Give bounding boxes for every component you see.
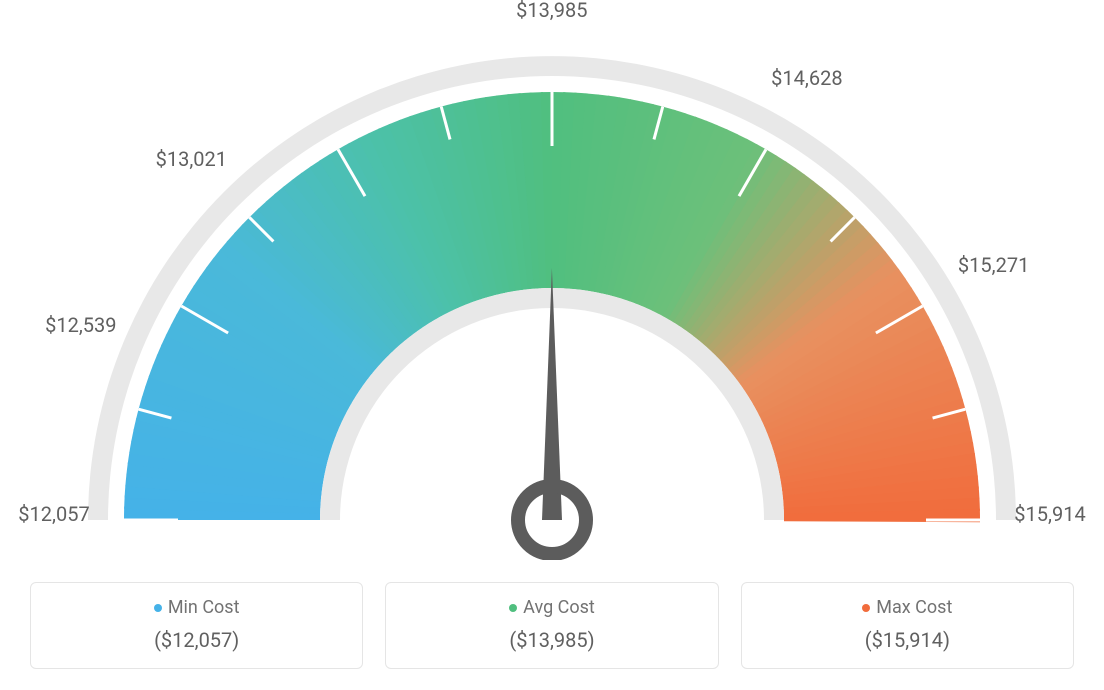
gauge-container: $12,057 $12,539 $13,021 $13,985 $14,628 $15,2… [0,0,1104,560]
legend-label-max: Max Cost [876,597,952,618]
legend-card-min: Min Cost ($12,057) [30,582,363,669]
gauge-chart [0,0,1104,560]
gauge-tick-label: $15,914 [1014,502,1085,526]
legend-dot-min [154,604,162,612]
gauge-tick-label: $14,628 [771,66,842,90]
legend-title-max: Max Cost [742,597,1073,618]
legend-title-min: Min Cost [31,597,362,618]
gauge-tick-label: $12,057 [18,502,89,526]
legend-card-avg: Avg Cost ($13,985) [385,582,718,669]
legend-label-avg: Avg Cost [523,597,595,618]
gauge-tick-label: $13,985 [516,0,587,22]
legend-value-max: ($15,914) [742,628,1073,652]
legend-label-min: Min Cost [168,597,240,618]
legend-title-avg: Avg Cost [386,597,717,618]
gauge-tick-label: $12,539 [45,313,116,337]
legend-value-avg: ($13,985) [386,628,717,652]
legend-row: Min Cost ($12,057) Avg Cost ($13,985) Ma… [0,582,1104,669]
gauge-tick-label: $13,021 [156,147,227,171]
legend-dot-max [862,604,870,612]
gauge-tick-label: $15,271 [958,253,1029,277]
legend-value-min: ($12,057) [31,628,362,652]
legend-card-max: Max Cost ($15,914) [741,582,1074,669]
legend-dot-avg [509,604,517,612]
